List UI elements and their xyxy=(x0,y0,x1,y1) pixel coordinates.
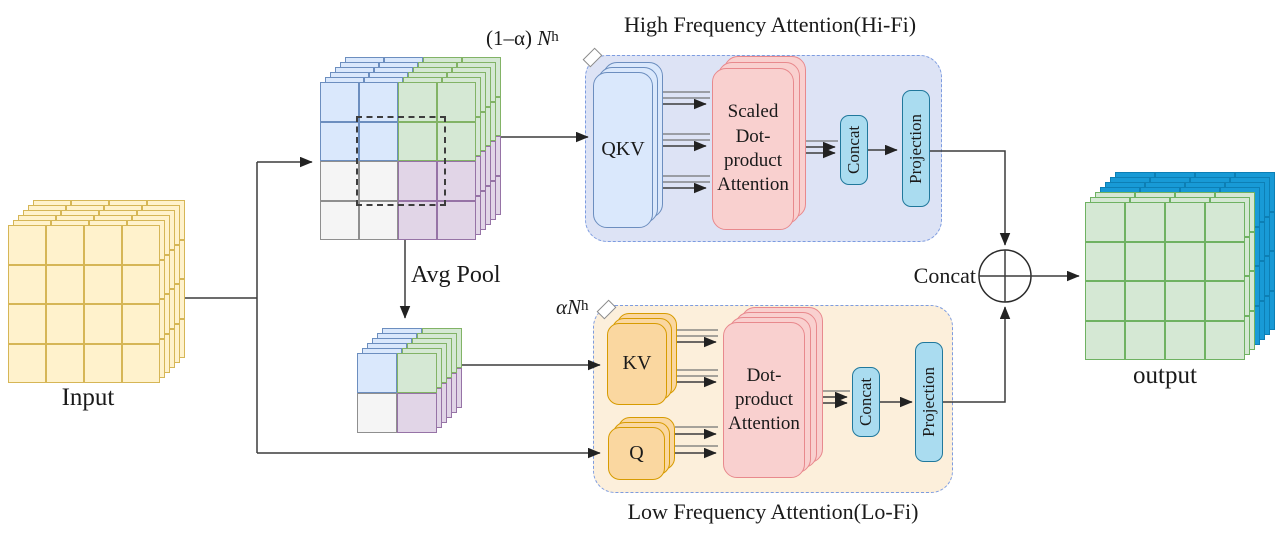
merge-circle xyxy=(978,249,1032,303)
output-label: output xyxy=(1133,362,1197,389)
hifi-attention-block xyxy=(712,56,806,230)
hifi-projection-label: Projection xyxy=(906,113,926,184)
hifi-concat-block xyxy=(840,115,868,185)
qkv-label: QKV xyxy=(601,138,645,161)
q-block xyxy=(608,417,675,480)
hifi-heads-prefix: (1–α) xyxy=(486,25,532,50)
merge-concat-label: Concat xyxy=(913,262,976,288)
lofi-heads-prefix: α xyxy=(556,294,568,319)
lofi-concat-label: Concat xyxy=(856,377,876,427)
hifi-title: High Frequency Attention(Hi-Fi) xyxy=(623,11,917,37)
kv-block xyxy=(607,313,677,405)
input-tensor xyxy=(8,200,185,383)
lofi-heads-var: N xyxy=(567,294,582,319)
hifi-heads-sub: h xyxy=(551,29,559,46)
pooled-tensor xyxy=(357,328,462,433)
hifi-concat-label: Concat xyxy=(844,125,864,175)
avg-pool-label: Avg Pool xyxy=(411,261,501,288)
lofi-attention-label: Dot- product Attention xyxy=(728,364,800,435)
lofi-concat-block xyxy=(852,367,880,437)
lofi-projection-label: Projection xyxy=(919,367,939,437)
lofi-heads-sub: h xyxy=(581,298,589,315)
hifi-attention-label: Scaled Dot- product Attention xyxy=(717,101,789,196)
window-roi xyxy=(356,116,446,206)
q-label: Q xyxy=(629,441,644,464)
hifi-heads-var: N xyxy=(537,25,552,50)
feature-map-tensor xyxy=(320,57,501,240)
output-tensor xyxy=(1085,172,1275,360)
hifi-projection-block xyxy=(902,90,930,207)
input-label: Input xyxy=(61,384,115,411)
qkv-block xyxy=(593,62,663,228)
lofi-attention-block xyxy=(723,307,823,478)
kv-label: KV xyxy=(622,352,652,375)
lofi-projection-block xyxy=(915,342,943,462)
lofi-title: Low Frequency Attention(Lo-Fi) xyxy=(627,498,919,524)
